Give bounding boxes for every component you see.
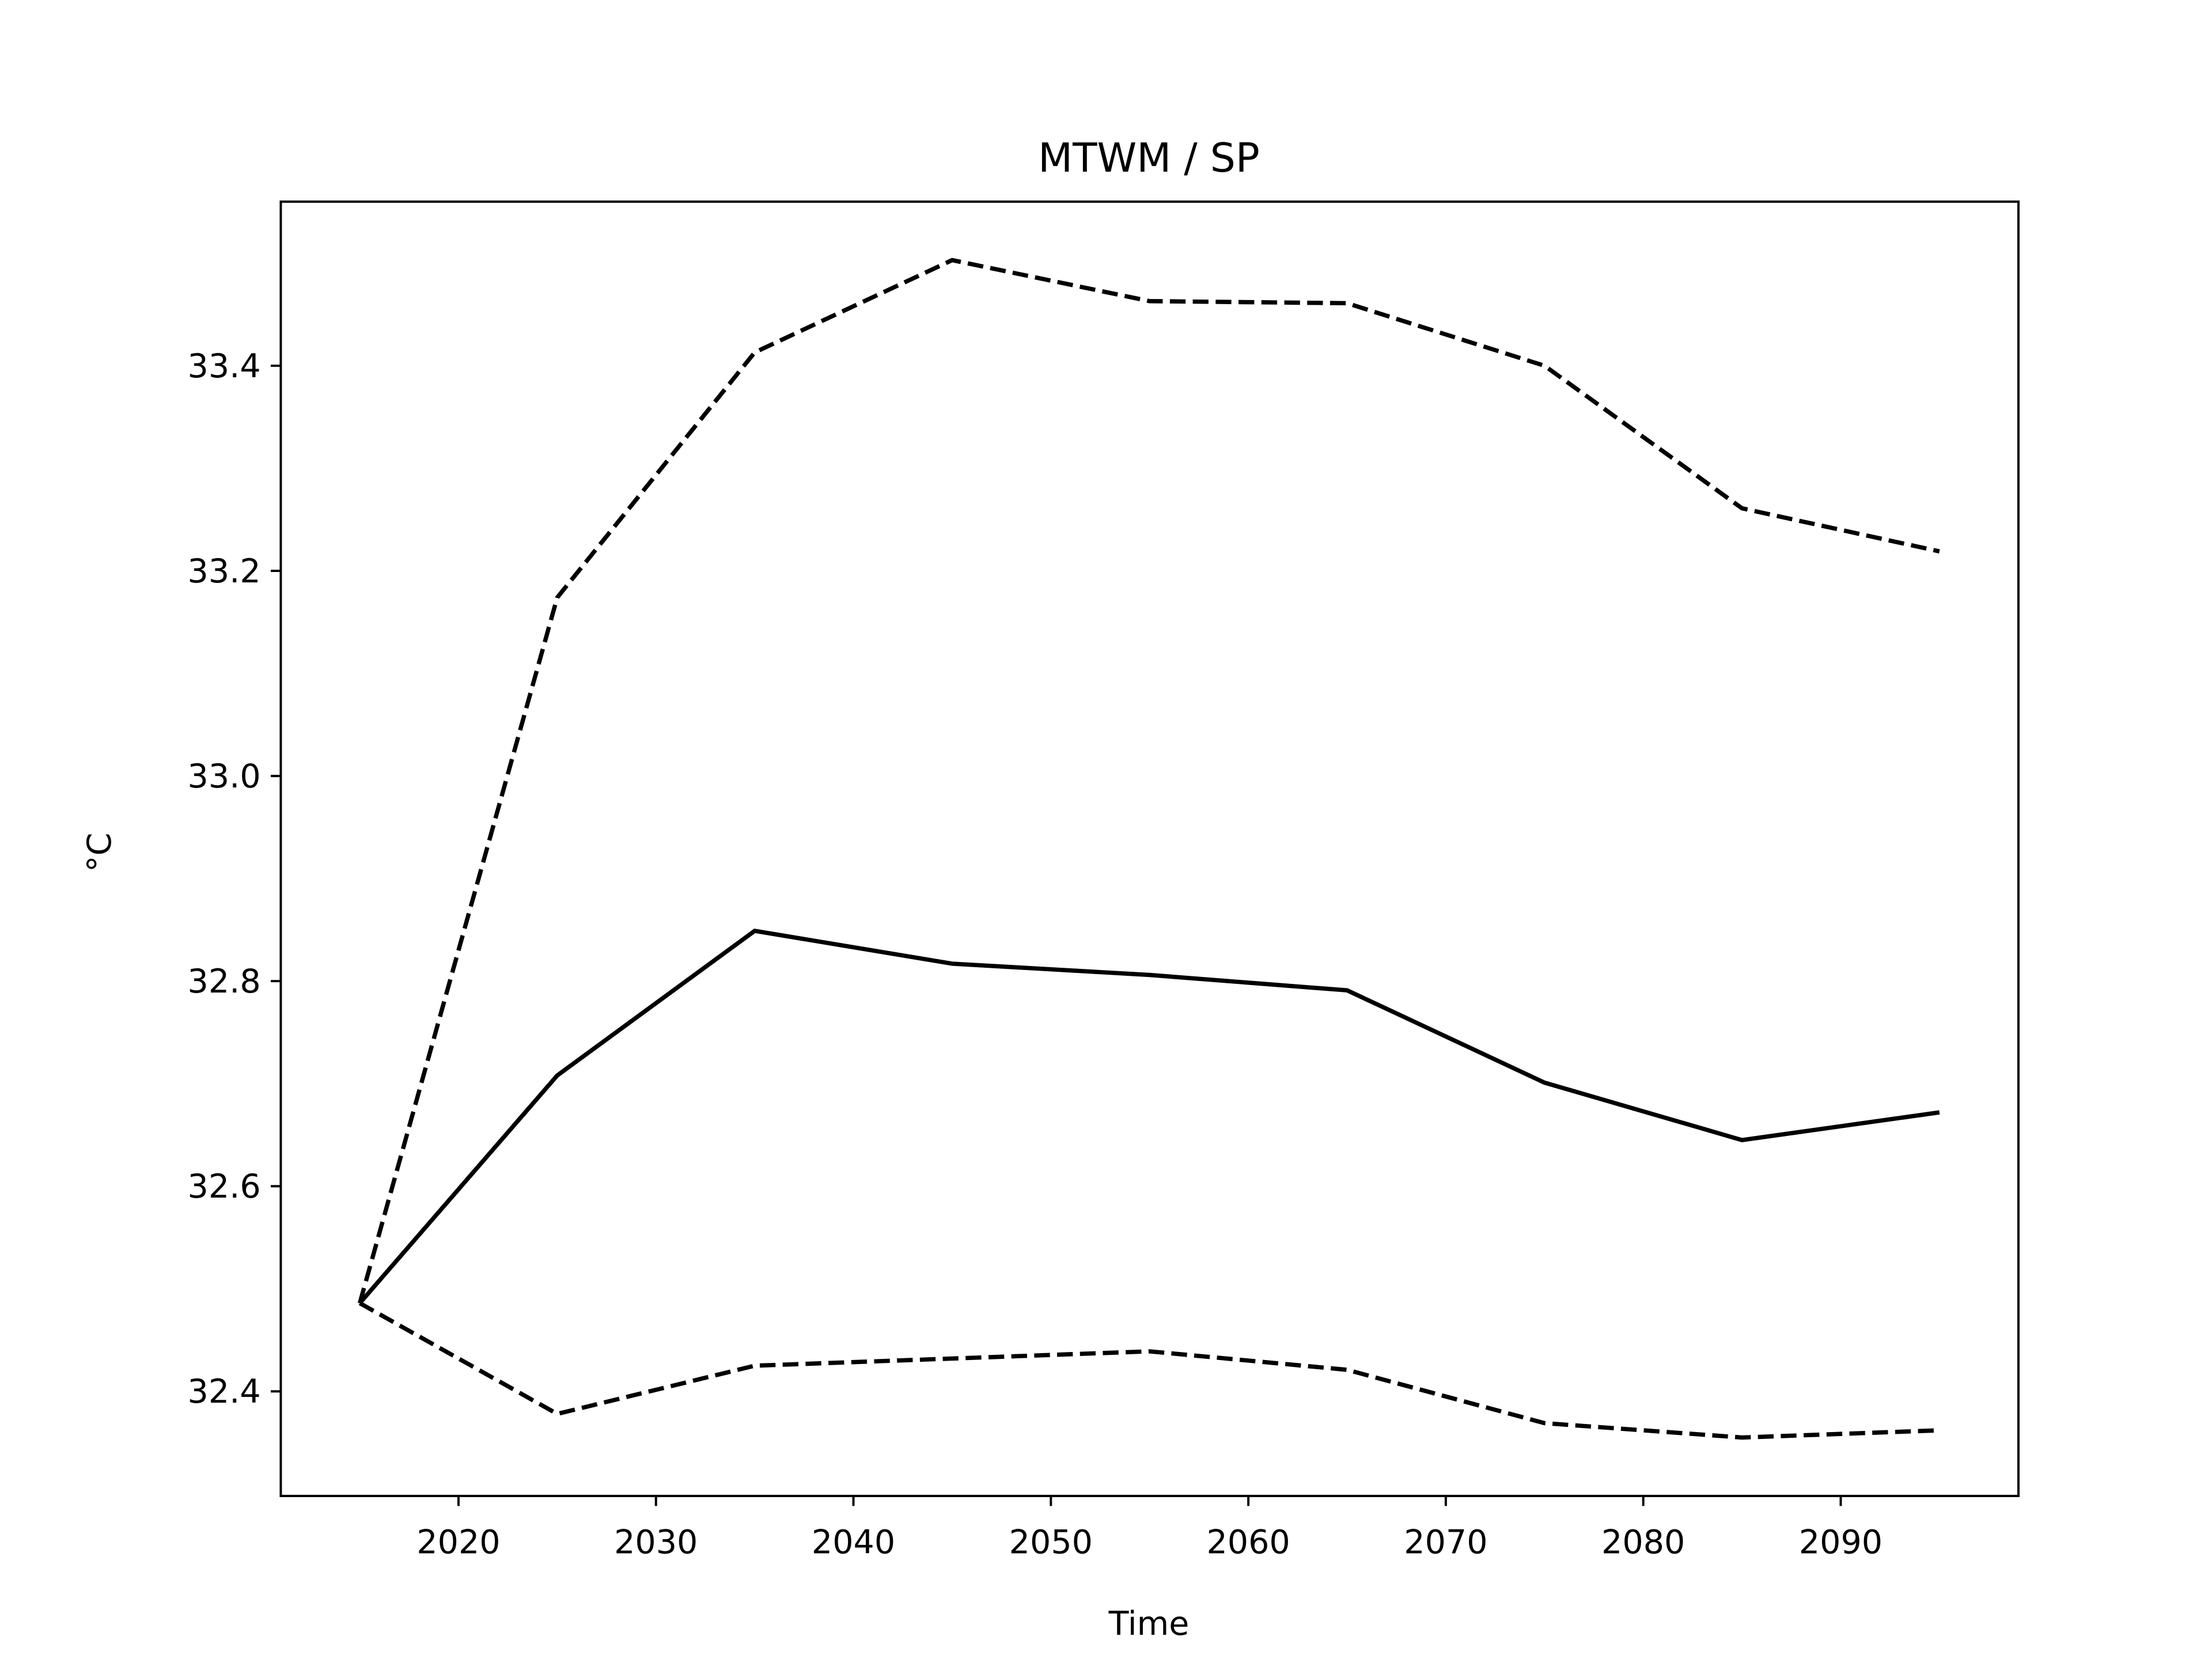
y-tick-label: 32.4 [188, 1373, 261, 1411]
line-series [358, 929, 1940, 1305]
x-tick-label: 2040 [812, 1523, 895, 1561]
x-tick-label: 2070 [1404, 1523, 1487, 1561]
x-tick-label: 2060 [1206, 1523, 1290, 1561]
x-tick-label: 2080 [1601, 1523, 1685, 1561]
x-tick-label: 2090 [1799, 1523, 1883, 1561]
y-axis-label: °C [81, 833, 119, 872]
y-tick-label: 33.4 [188, 347, 261, 385]
y-tick-label: 33.0 [188, 757, 261, 796]
y-tick-label: 33.2 [188, 552, 261, 590]
plot-frame [279, 200, 2020, 1497]
x-axis-label: Time [1108, 1605, 1190, 1643]
y-tick-label: 32.6 [188, 1168, 261, 1206]
line-series [357, 257, 1940, 1304]
x-tick-label: 2030 [614, 1523, 698, 1561]
y-tick-label: 32.8 [188, 963, 261, 1001]
chart-title: MTWM / SP [1038, 135, 1260, 181]
x-tick-label: 2020 [416, 1523, 500, 1561]
line-series [358, 1301, 1940, 1440]
x-tick-label: 2050 [1009, 1523, 1093, 1561]
